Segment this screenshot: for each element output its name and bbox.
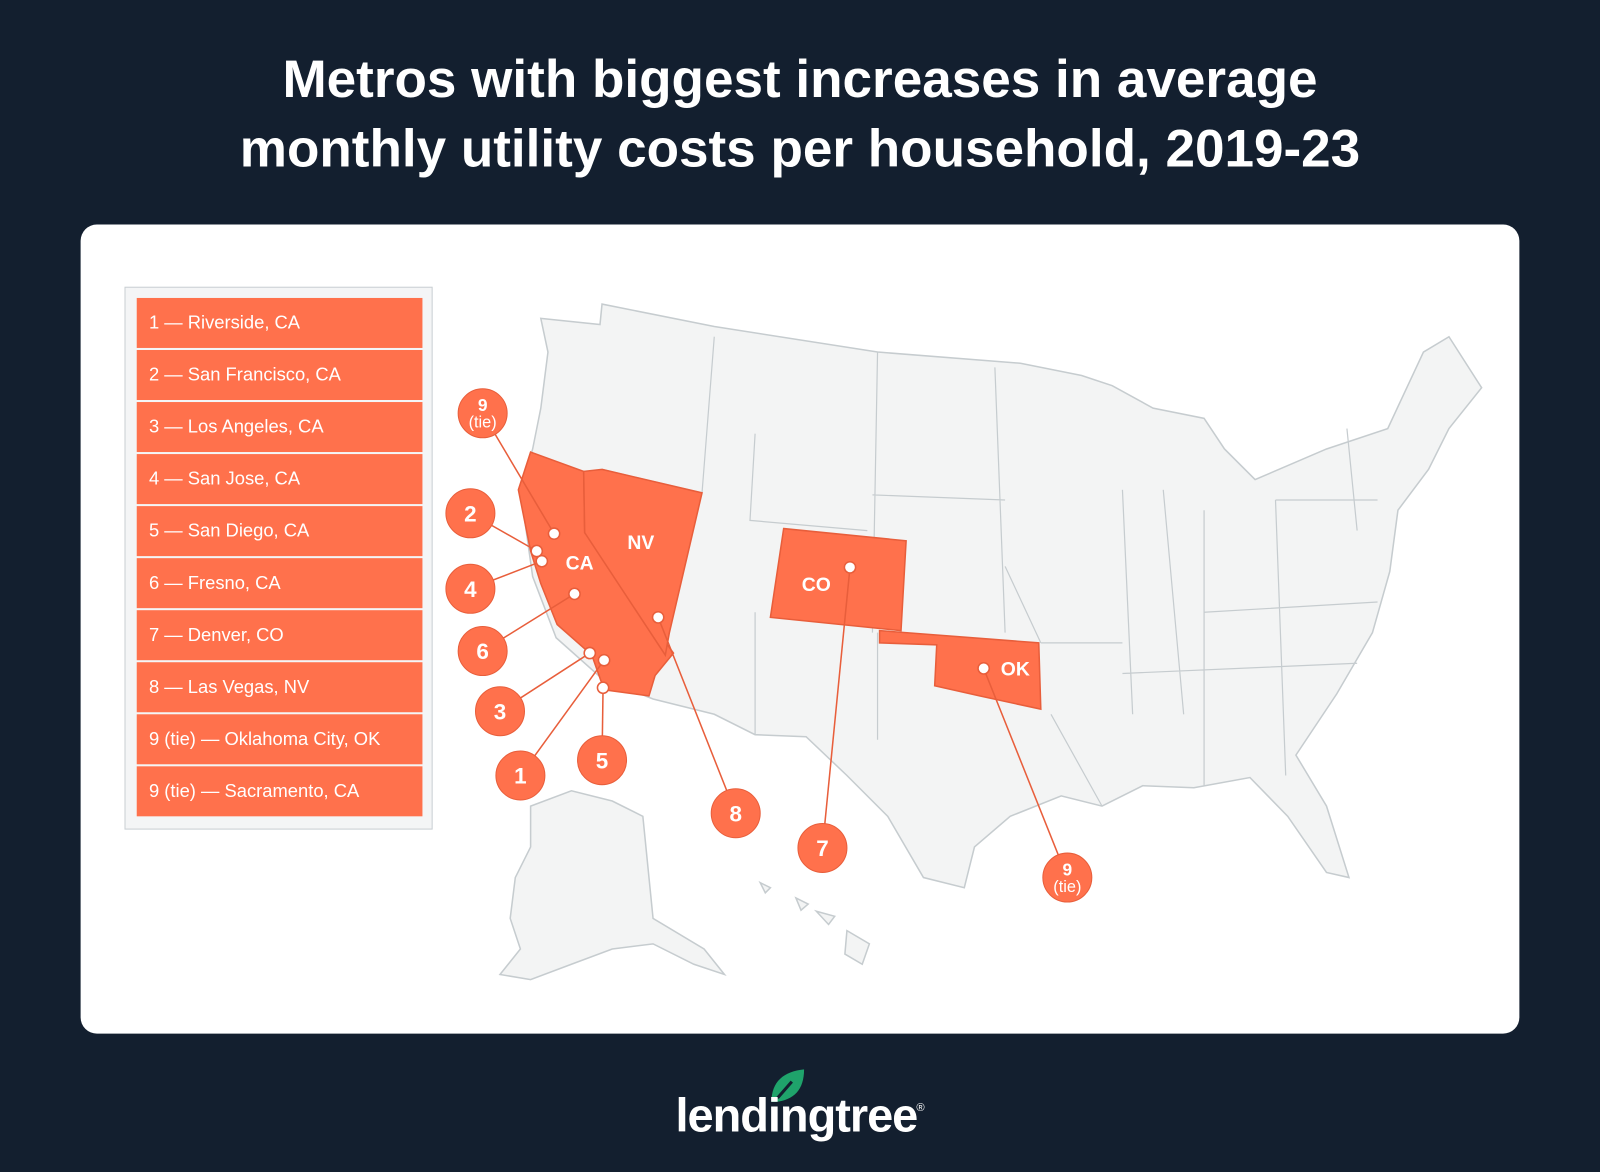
legend-item: 1 — Riverside, CA [136, 297, 423, 348]
legend-item: 9 (tie) — Oklahoma City, OK [136, 714, 423, 765]
metro-dot [535, 554, 549, 568]
metro-dot [597, 653, 611, 667]
rank-bubble [495, 750, 546, 801]
metro-dot [583, 646, 597, 660]
title-line-2: monthly utility costs per household, 201… [239, 119, 1361, 179]
logo-text: lendingtree [675, 1088, 919, 1142]
rank-label: 3 [494, 699, 506, 724]
legend-item: 6 — Fresno, CA [136, 558, 423, 609]
legend: 1 — Riverside, CA 2 — San Francisco, CA 3 … [124, 286, 433, 830]
leader-line [821, 567, 851, 849]
title-line-1: Metros with biggest increases in average [282, 49, 1318, 110]
marker-san-diego: 5 [577, 681, 628, 786]
metro-dot [568, 587, 581, 601]
state-ok [878, 629, 1042, 711]
alaska [498, 790, 727, 981]
rank-bubble [474, 686, 525, 737]
legend-item: 5 — San Diego, CA [136, 506, 423, 557]
state-co [769, 527, 907, 632]
state-label-nv: NV [627, 532, 654, 554]
rank-bubble [457, 388, 508, 439]
marker-san-francisco: 2 [445, 488, 544, 558]
legend-item: 8 — Las Vegas, NV [136, 662, 423, 713]
rank-label: 7 [816, 836, 828, 861]
state-label-ca: CA [566, 552, 594, 574]
metro-dot [651, 610, 665, 624]
tie-label: (tie) [1053, 878, 1081, 896]
leaf-icon [771, 1069, 805, 1103]
rank-bubble [710, 788, 761, 839]
state-label-co: CO [802, 574, 831, 596]
marker-denver: 7 [797, 560, 857, 873]
rank-label: 9 [1063, 860, 1073, 880]
metro-dot [843, 560, 857, 574]
marker-riverside: 1 [495, 653, 611, 801]
rank-bubble [445, 488, 496, 539]
lendingtree-logo: lendingtree ® [676, 1067, 931, 1149]
rank-label: 2 [464, 501, 476, 526]
rank-label: 4 [464, 577, 477, 602]
rank-label: 9 [478, 395, 488, 415]
us-mainland [519, 303, 1483, 889]
rank-label: 6 [476, 639, 488, 664]
hawaii [758, 880, 871, 966]
legend-item: 7 — Denver, CO [136, 610, 423, 661]
marker-oklahoma-city: 9(tie) [977, 661, 1093, 903]
legend-item: 2 — San Francisco, CA [136, 349, 423, 400]
rank-bubble [1042, 852, 1093, 903]
marker-fresno: 6 [457, 587, 581, 677]
metro-dot [547, 527, 561, 541]
legend-item: 3 — Los Angeles, CA [136, 402, 423, 453]
rank-label: 5 [596, 748, 608, 773]
page-title: Metros with biggest increases in average… [0, 45, 1600, 184]
rank-bubble [577, 735, 628, 786]
metro-dot [977, 661, 991, 675]
marker-san-jose: 4 [445, 554, 549, 614]
rank-label: 8 [729, 801, 741, 826]
marker-los-angeles: 3 [474, 646, 597, 737]
legend-item: 9 (tie) — Sacramento, CA [136, 766, 423, 817]
metro-dot [530, 544, 544, 558]
rank-bubble [457, 626, 508, 677]
legend-item: 4 — San Jose, CA [136, 454, 423, 505]
rank-label: 1 [514, 764, 526, 789]
metro-dot [596, 681, 610, 695]
leader-line [982, 668, 1069, 878]
rank-bubble [445, 563, 496, 614]
marker-las-vegas: 8 [651, 610, 761, 839]
registered-mark: ® [916, 1102, 925, 1115]
state-nv [582, 468, 703, 658]
tie-label: (tie) [469, 414, 497, 432]
state-label-ok: OK [1001, 659, 1030, 681]
marker-sacramento: 9(tie) [457, 388, 561, 541]
rank-bubble [797, 822, 848, 873]
leader-line [657, 617, 737, 814]
